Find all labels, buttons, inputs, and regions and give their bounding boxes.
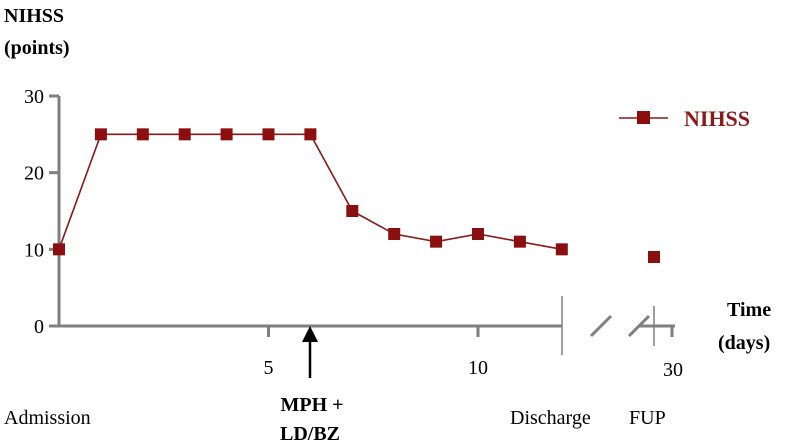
legend-label: NIHSS: [684, 106, 750, 131]
y-axis-label-line1: NIHSS: [4, 5, 64, 27]
data-point: [220, 128, 233, 141]
y-tick-label: 30: [24, 86, 44, 108]
data-point: [555, 243, 568, 256]
x-tick-label: 30: [663, 359, 683, 381]
x-axis-label-line2: (days): [718, 332, 770, 354]
legend-marker: [637, 111, 650, 124]
intervention-label-line1: MPH +: [280, 394, 343, 416]
data-point: [388, 228, 401, 240]
data-point: [346, 205, 359, 217]
data-point: [53, 243, 65, 256]
x-tick-label: 10: [468, 357, 488, 379]
discharge-label: Discharge: [510, 407, 591, 429]
data-point: [513, 235, 526, 248]
fup-label: FUP: [629, 407, 666, 429]
intervention-arrow-head: [302, 326, 318, 342]
y-tick-label: 0: [34, 316, 44, 338]
data-point-followup: [648, 251, 660, 263]
data-point: [136, 128, 149, 141]
nihss-series-line: [58, 133, 562, 251]
y-tick-label: 10: [24, 239, 44, 261]
data-point: [94, 128, 107, 141]
data-point: [430, 235, 443, 248]
x-axis-label-line1: Time: [727, 299, 771, 321]
y-axis-label-line2: (points): [4, 37, 70, 59]
data-point: [472, 228, 484, 240]
y-tick-label: 20: [24, 163, 44, 185]
x-tick-label: 5: [264, 357, 274, 379]
axis-break-left: [589, 314, 613, 338]
data-point: [262, 128, 275, 141]
admission-label: Admission: [4, 407, 91, 429]
data-point: [178, 128, 191, 141]
intervention-label-line2: LD/BZ: [280, 423, 340, 445]
data-point: [304, 128, 317, 141]
